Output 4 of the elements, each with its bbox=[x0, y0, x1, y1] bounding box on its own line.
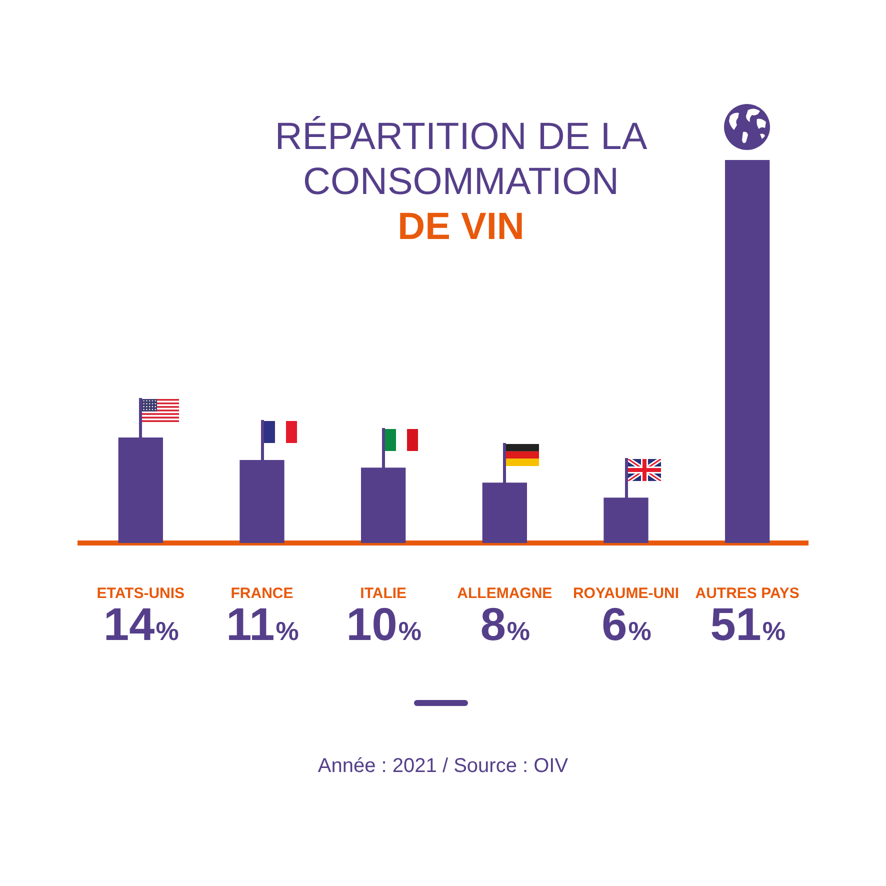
text: DE VIN bbox=[396, 205, 526, 250]
bar bbox=[725, 160, 770, 543]
text: Année : 2021 / Source : OIV bbox=[316, 754, 570, 778]
chart-title: RÉPARTITION DE LA CONSOMMATION bbox=[274, 115, 648, 205]
